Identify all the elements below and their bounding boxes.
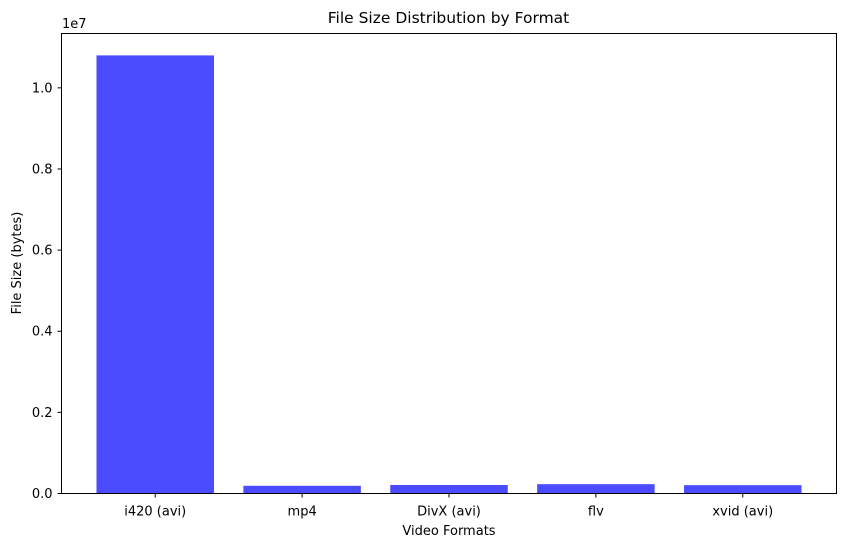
y-tick-label: 0.4 (32, 325, 53, 340)
y-offset-label: 1e7 (62, 17, 87, 32)
bar-0 (96, 55, 214, 494)
x-axis: i420 (avi) mp4 DivX (avi) flv xvid (avi) (124, 493, 773, 520)
x-tick-label: xvid (avi) (712, 505, 773, 520)
plot-frame (61, 33, 837, 494)
y-axis-label: File Size (bytes) (10, 212, 25, 315)
bar-2 (390, 484, 508, 494)
y-tick-label: 1.0 (32, 81, 53, 96)
bar-1 (243, 485, 361, 494)
x-tick-label: mp4 (288, 505, 317, 520)
y-axis: 0.0 0.2 0.4 0.6 0.8 1.0 (32, 81, 62, 502)
plot-area (96, 55, 802, 494)
x-tick-label: i420 (avi) (124, 505, 186, 520)
y-tick-label: 0.6 (32, 244, 53, 259)
y-tick-label: 0.2 (32, 406, 53, 421)
y-tick-label: 0.8 (32, 162, 53, 177)
x-axis-label: Video Formats (402, 524, 495, 539)
y-tick-label: 0.0 (32, 487, 53, 502)
x-tick-label: flv (588, 505, 604, 520)
chart-title: File Size Distribution by Format (328, 9, 570, 27)
bar-4 (684, 485, 802, 494)
bar-3 (537, 484, 655, 494)
x-tick-label: DivX (avi) (417, 505, 481, 520)
